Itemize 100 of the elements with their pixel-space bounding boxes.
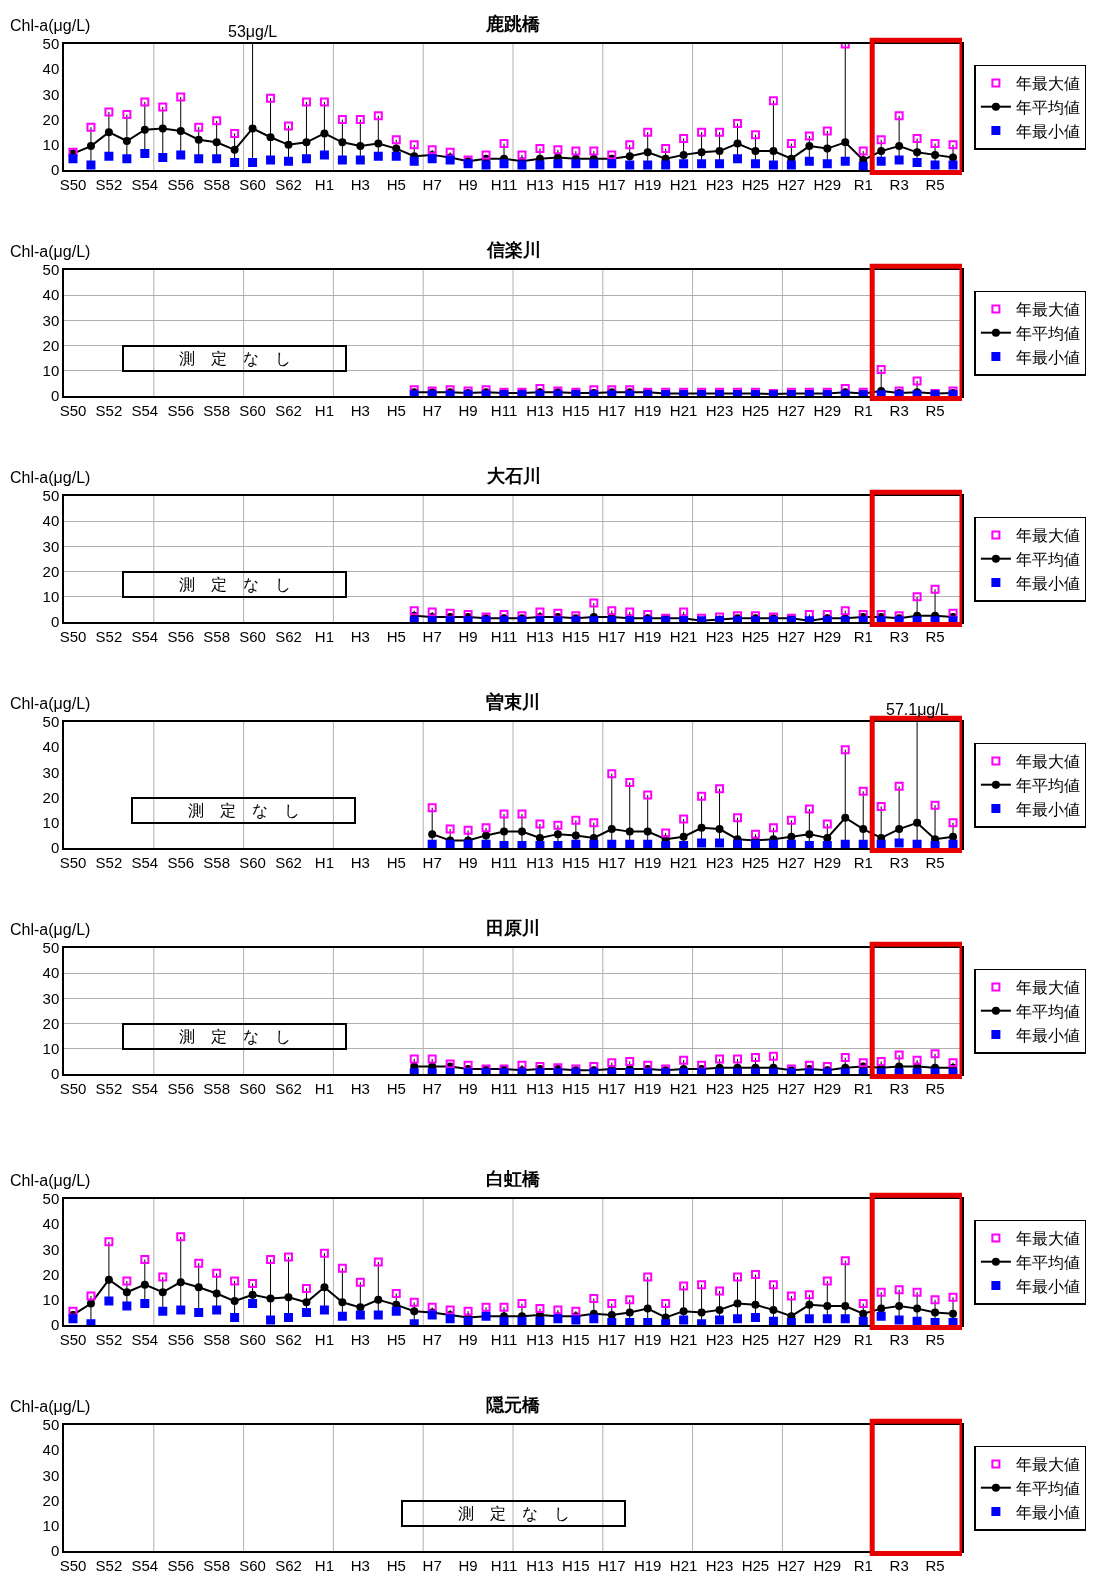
x-tick-label: S52 — [95, 1079, 123, 1097]
x-tick-label: H19 — [633, 1079, 662, 1097]
x-tick-label: S60 — [239, 853, 266, 871]
x-tick-label: H1 — [314, 1330, 335, 1348]
y-tick-label: 30 — [42, 763, 60, 781]
text: 57.1μg/L — [886, 701, 949, 718]
y-tick-label: 40 — [42, 512, 60, 530]
y-tick-label: 10 — [42, 362, 60, 380]
x-tick-label: S62 — [275, 1079, 302, 1097]
x-tick-label: H15 — [562, 627, 590, 645]
x-tick-label: H1 — [314, 627, 335, 645]
x-tick-label: S60 — [239, 401, 266, 419]
x-tick-label: S50 — [59, 1556, 87, 1574]
chart-title: 曽束川 — [486, 691, 540, 712]
x-tick-label: H3 — [350, 401, 370, 419]
x-tick-label: H29 — [813, 1556, 842, 1574]
x-tick-label: H17 — [598, 853, 626, 871]
annotation: 測 定 な し — [187, 802, 300, 819]
y-tick-label: 40 — [42, 1441, 60, 1459]
x-tick-label: H3 — [350, 627, 370, 645]
x-tick-label: R1 — [853, 175, 873, 193]
x-tick-label: R5 — [925, 1330, 945, 1348]
y-tick-label: 20 — [42, 1265, 60, 1283]
x-tick-label: H7 — [422, 1556, 442, 1574]
y-axis-title: Chl-a(μg/L) — [10, 695, 91, 712]
x-tick-label: H19 — [633, 1556, 662, 1574]
x-tick-label: S62 — [275, 853, 302, 871]
x-tick-label: R3 — [889, 401, 909, 419]
x-tick-label: H1 — [314, 1079, 335, 1097]
x-tick-label: R1 — [853, 1556, 873, 1574]
x-tick-label: H11 — [490, 853, 518, 871]
y-tick-label: 50 — [42, 1190, 60, 1208]
x-tick-label: H21 — [669, 1079, 698, 1097]
x-tick-label: S60 — [239, 175, 266, 193]
x-tick-label: H19 — [633, 401, 662, 419]
x-tick-label: H11 — [490, 175, 518, 193]
x-tick-label: R3 — [889, 853, 909, 871]
y-axis-title: Chl-a(μg/L) — [10, 1172, 91, 1189]
x-tick-label: H17 — [598, 1330, 626, 1348]
x-tick-label: H15 — [562, 401, 590, 419]
x-tick-label: H3 — [350, 1556, 370, 1574]
y-axis-title: Chl-a(μg/L) — [10, 17, 91, 34]
x-tick-label: H27 — [777, 1330, 806, 1348]
x-tick-label: H23 — [705, 1079, 734, 1097]
y-tick-label: 50 — [42, 35, 60, 53]
x-tick-label: S58 — [203, 853, 231, 871]
y-tick-label: 30 — [42, 989, 60, 1007]
x-tick-label: H15 — [562, 853, 590, 871]
x-tick-label: H5 — [386, 853, 406, 871]
x-tick-label: H11 — [490, 1556, 518, 1574]
y-tick-label: 10 — [42, 588, 60, 606]
x-tick-label: S62 — [275, 1330, 302, 1348]
x-tick-label: H17 — [598, 1079, 626, 1097]
x-tick-label: S60 — [239, 1079, 266, 1097]
chart-title: 鹿跳橋 — [485, 14, 541, 34]
y-tick-label: 0 — [50, 1316, 60, 1334]
legend-label: 年平均値 — [1015, 776, 1080, 794]
y-tick-label: 30 — [42, 311, 60, 329]
x-tick-label: H9 — [458, 401, 478, 419]
y-tick-label: 0 — [50, 1542, 60, 1560]
x-tick-label: H17 — [598, 627, 626, 645]
chart-title: 田原川 — [486, 918, 540, 938]
y-tick-label: 30 — [42, 85, 60, 103]
x-tick-label: S60 — [239, 1330, 266, 1348]
x-tick-label: H1 — [314, 853, 335, 871]
x-tick-label: R3 — [889, 627, 909, 645]
x-tick-label: H27 — [777, 401, 806, 419]
y-tick-label: 0 — [50, 1065, 60, 1083]
x-tick-label: S52 — [95, 1330, 123, 1348]
x-tick-label: H3 — [350, 175, 370, 193]
legend-label: 年最小値 — [1015, 348, 1080, 366]
x-tick-label: S62 — [275, 1556, 302, 1574]
x-tick-label: R5 — [925, 175, 945, 193]
x-tick-label: H9 — [458, 1556, 478, 1574]
x-tick-label: R5 — [925, 401, 945, 419]
x-tick-label: S56 — [167, 1079, 195, 1097]
x-tick-label: H29 — [813, 1330, 842, 1348]
x-tick-label: H27 — [777, 1556, 806, 1574]
y-tick-label: 30 — [42, 1466, 60, 1484]
x-tick-label: H9 — [458, 175, 478, 193]
y-tick-label: 0 — [50, 613, 60, 631]
x-tick-label: R3 — [889, 1079, 909, 1097]
legend-label: 年平均値 — [1015, 550, 1080, 568]
x-tick-label: H15 — [562, 1079, 590, 1097]
y-axis-title: Chl-a(μg/L) — [10, 1398, 91, 1415]
x-tick-label: H3 — [350, 853, 370, 871]
x-tick-label: H15 — [562, 1556, 590, 1574]
x-tick-label: S52 — [95, 1556, 123, 1574]
x-tick-label: H7 — [422, 175, 442, 193]
x-tick-label: H27 — [777, 627, 806, 645]
legend-label: 年平均値 — [1015, 98, 1080, 116]
x-tick-label: R1 — [853, 1079, 873, 1097]
y-axis-title: Chl-a(μg/L) — [10, 921, 91, 938]
x-tick-label: H21 — [669, 853, 698, 871]
legend-label: 年最大値 — [1015, 527, 1080, 545]
x-tick-label: H9 — [458, 627, 478, 645]
x-tick-label: H1 — [314, 175, 335, 193]
x-tick-label: S52 — [95, 401, 123, 419]
x-tick-label: H23 — [705, 175, 734, 193]
x-tick-label: S54 — [131, 1330, 159, 1348]
